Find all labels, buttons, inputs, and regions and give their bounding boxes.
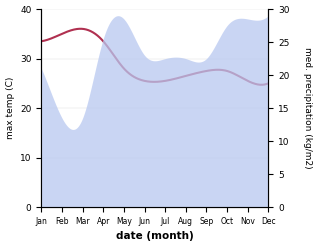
- X-axis label: date (month): date (month): [116, 231, 194, 242]
- Y-axis label: med. precipitation (kg/m2): med. precipitation (kg/m2): [303, 47, 313, 169]
- Y-axis label: max temp (C): max temp (C): [5, 77, 15, 139]
